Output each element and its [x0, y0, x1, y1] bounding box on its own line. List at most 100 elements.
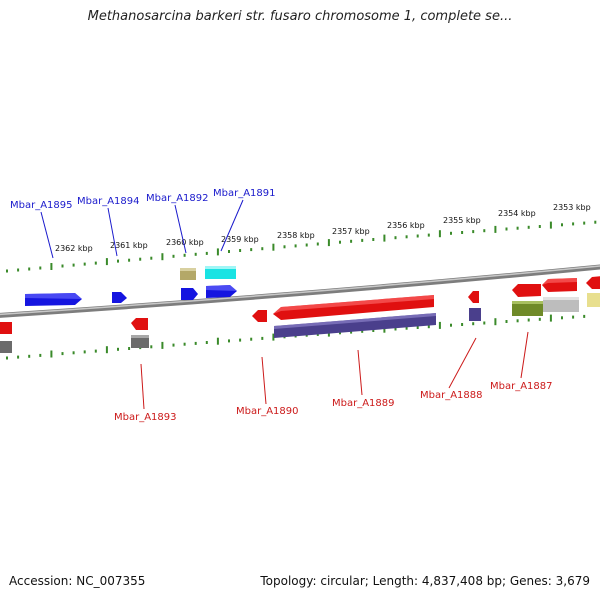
minor-tick: [538, 317, 541, 321]
scale-label: 2355 kbp: [443, 216, 481, 225]
gene-red-edge-arrow[interactable]: [586, 276, 600, 289]
reverse-strand-genes: [0, 276, 600, 353]
minor-tick: [361, 329, 364, 333]
major-tick: [549, 221, 552, 229]
minor-tick: [294, 244, 297, 248]
minor-tick: [505, 320, 508, 323]
minor-tick: [316, 242, 319, 246]
major-tick: [549, 314, 552, 322]
minor-tick: [427, 325, 430, 329]
gene-label-mbar-a1890[interactable]: Mbar_A1890: [236, 406, 299, 417]
gene-mbar-a1892-arrow[interactable]: [181, 288, 198, 300]
minor-tick: [461, 323, 464, 326]
minor-tick: [305, 243, 308, 247]
minor-tick: [472, 230, 475, 234]
minor-tick: [483, 229, 486, 233]
minor-tick: [583, 221, 586, 225]
gene-mbar-a1887-arrow[interactable]: [512, 284, 541, 297]
minor-tick: [516, 226, 519, 230]
cds-gray-block[interactable]: [131, 335, 149, 348]
minor-tick: [72, 351, 75, 355]
gene-label-mbar-a1887[interactable]: Mbar_A1887: [490, 381, 553, 392]
scale-labels: 2362 kbp 2361 kbp 2360 kbp 2359 kbp 2358…: [55, 203, 591, 253]
gene-label-mbar-a1888[interactable]: Mbar_A1888: [420, 390, 483, 401]
minor-tick: [94, 349, 97, 353]
minor-tick: [17, 355, 20, 359]
minor-tick: [150, 345, 153, 349]
minor-tick: [228, 250, 230, 253]
gene-label-mbar-a1889[interactable]: Mbar_A1889: [332, 398, 395, 409]
scale-label: 2358 kbp: [277, 231, 315, 240]
minor-tick: [250, 337, 253, 341]
forward-strand-genes: [25, 266, 237, 306]
major-tick: [494, 318, 497, 326]
minor-tick: [594, 220, 597, 224]
gene-mbar-a1888-arrow[interactable]: [468, 291, 479, 303]
leader-mbar-a1893: [140, 363, 145, 410]
scale-label: 2360 kbp: [166, 238, 204, 247]
cds-purple-small[interactable]: [469, 308, 481, 321]
minor-tick: [83, 262, 86, 266]
scale-label: 2361 kbp: [110, 241, 148, 250]
cds-green-block[interactable]: [512, 301, 543, 316]
leader-mbar-a1894: [107, 207, 118, 257]
major-tick: [383, 234, 386, 242]
minor-tick: [117, 259, 119, 263]
genome-summary-text: Topology: circular; Length: 4,837,408 bp…: [260, 574, 590, 588]
leader-mbar-a1892: [174, 204, 187, 254]
cds-yellow-block[interactable]: [587, 293, 600, 307]
major-tick: [383, 325, 386, 333]
minor-tick: [205, 251, 208, 255]
minor-tick: [172, 343, 175, 347]
cds-gray-left[interactable]: [0, 341, 12, 353]
minor-tick: [261, 247, 264, 251]
cds-cyan-block[interactable]: [205, 266, 236, 279]
chromosome-backbone: [0, 264, 600, 318]
gene-label-mbar-a1894[interactable]: Mbar_A1894: [77, 196, 140, 207]
gene-left-edge-arrow[interactable]: [0, 322, 12, 334]
accession-text: Accession: NC_007355: [9, 574, 146, 588]
major-tick: [105, 258, 108, 266]
gene-label-mbar-a1891[interactable]: Mbar_A1891: [213, 188, 276, 199]
minor-tick: [239, 249, 242, 252]
major-tick: [216, 248, 219, 256]
leader-mbar-a1895: [40, 211, 54, 259]
minor-tick: [405, 235, 408, 239]
gene-mbar-a1890-arrow[interactable]: [252, 310, 267, 322]
gene-label-mbar-a1893[interactable]: Mbar_A1893: [114, 412, 177, 423]
minor-tick: [117, 347, 119, 351]
minor-tick: [205, 341, 208, 344]
minor-tick: [194, 252, 197, 256]
minor-tick: [361, 238, 364, 242]
label-leaders: [40, 199, 529, 410]
minor-tick: [28, 354, 31, 358]
minor-tick: [283, 245, 286, 249]
major-tick: [50, 350, 53, 358]
gene-mbar-a1894-arrow[interactable]: [112, 292, 127, 303]
minor-tick: [372, 238, 375, 241]
minor-tick: [394, 236, 397, 240]
minor-tick: [416, 234, 419, 238]
minor-tick: [39, 353, 42, 357]
gene-label-mbar-a1892[interactable]: Mbar_A1892: [146, 193, 209, 204]
minor-tick: [239, 338, 242, 342]
gene-mbar-a1893-arrow[interactable]: [131, 318, 148, 330]
leader-mbar-a1888: [448, 337, 477, 389]
minor-tick: [572, 222, 575, 226]
gene-label-mbar-a1895[interactable]: Mbar_A1895: [10, 200, 73, 211]
scale-label: 2354 kbp: [498, 209, 536, 218]
minor-tick: [183, 342, 186, 346]
minor-tick: [450, 231, 452, 235]
minor-tick: [61, 352, 64, 356]
minor-tick: [250, 248, 253, 252]
cds-silver-block[interactable]: [543, 297, 579, 312]
minor-tick: [350, 239, 353, 243]
major-tick: [438, 321, 441, 329]
minor-tick: [128, 347, 131, 350]
minor-tick: [450, 323, 452, 327]
minor-tick: [527, 318, 530, 322]
map-title: Methanosarcina barkeri str. fusaro chrom…: [87, 9, 513, 24]
minor-tick: [150, 256, 153, 260]
leader-mbar-a1889: [357, 349, 363, 396]
minor-tick: [405, 326, 408, 330]
